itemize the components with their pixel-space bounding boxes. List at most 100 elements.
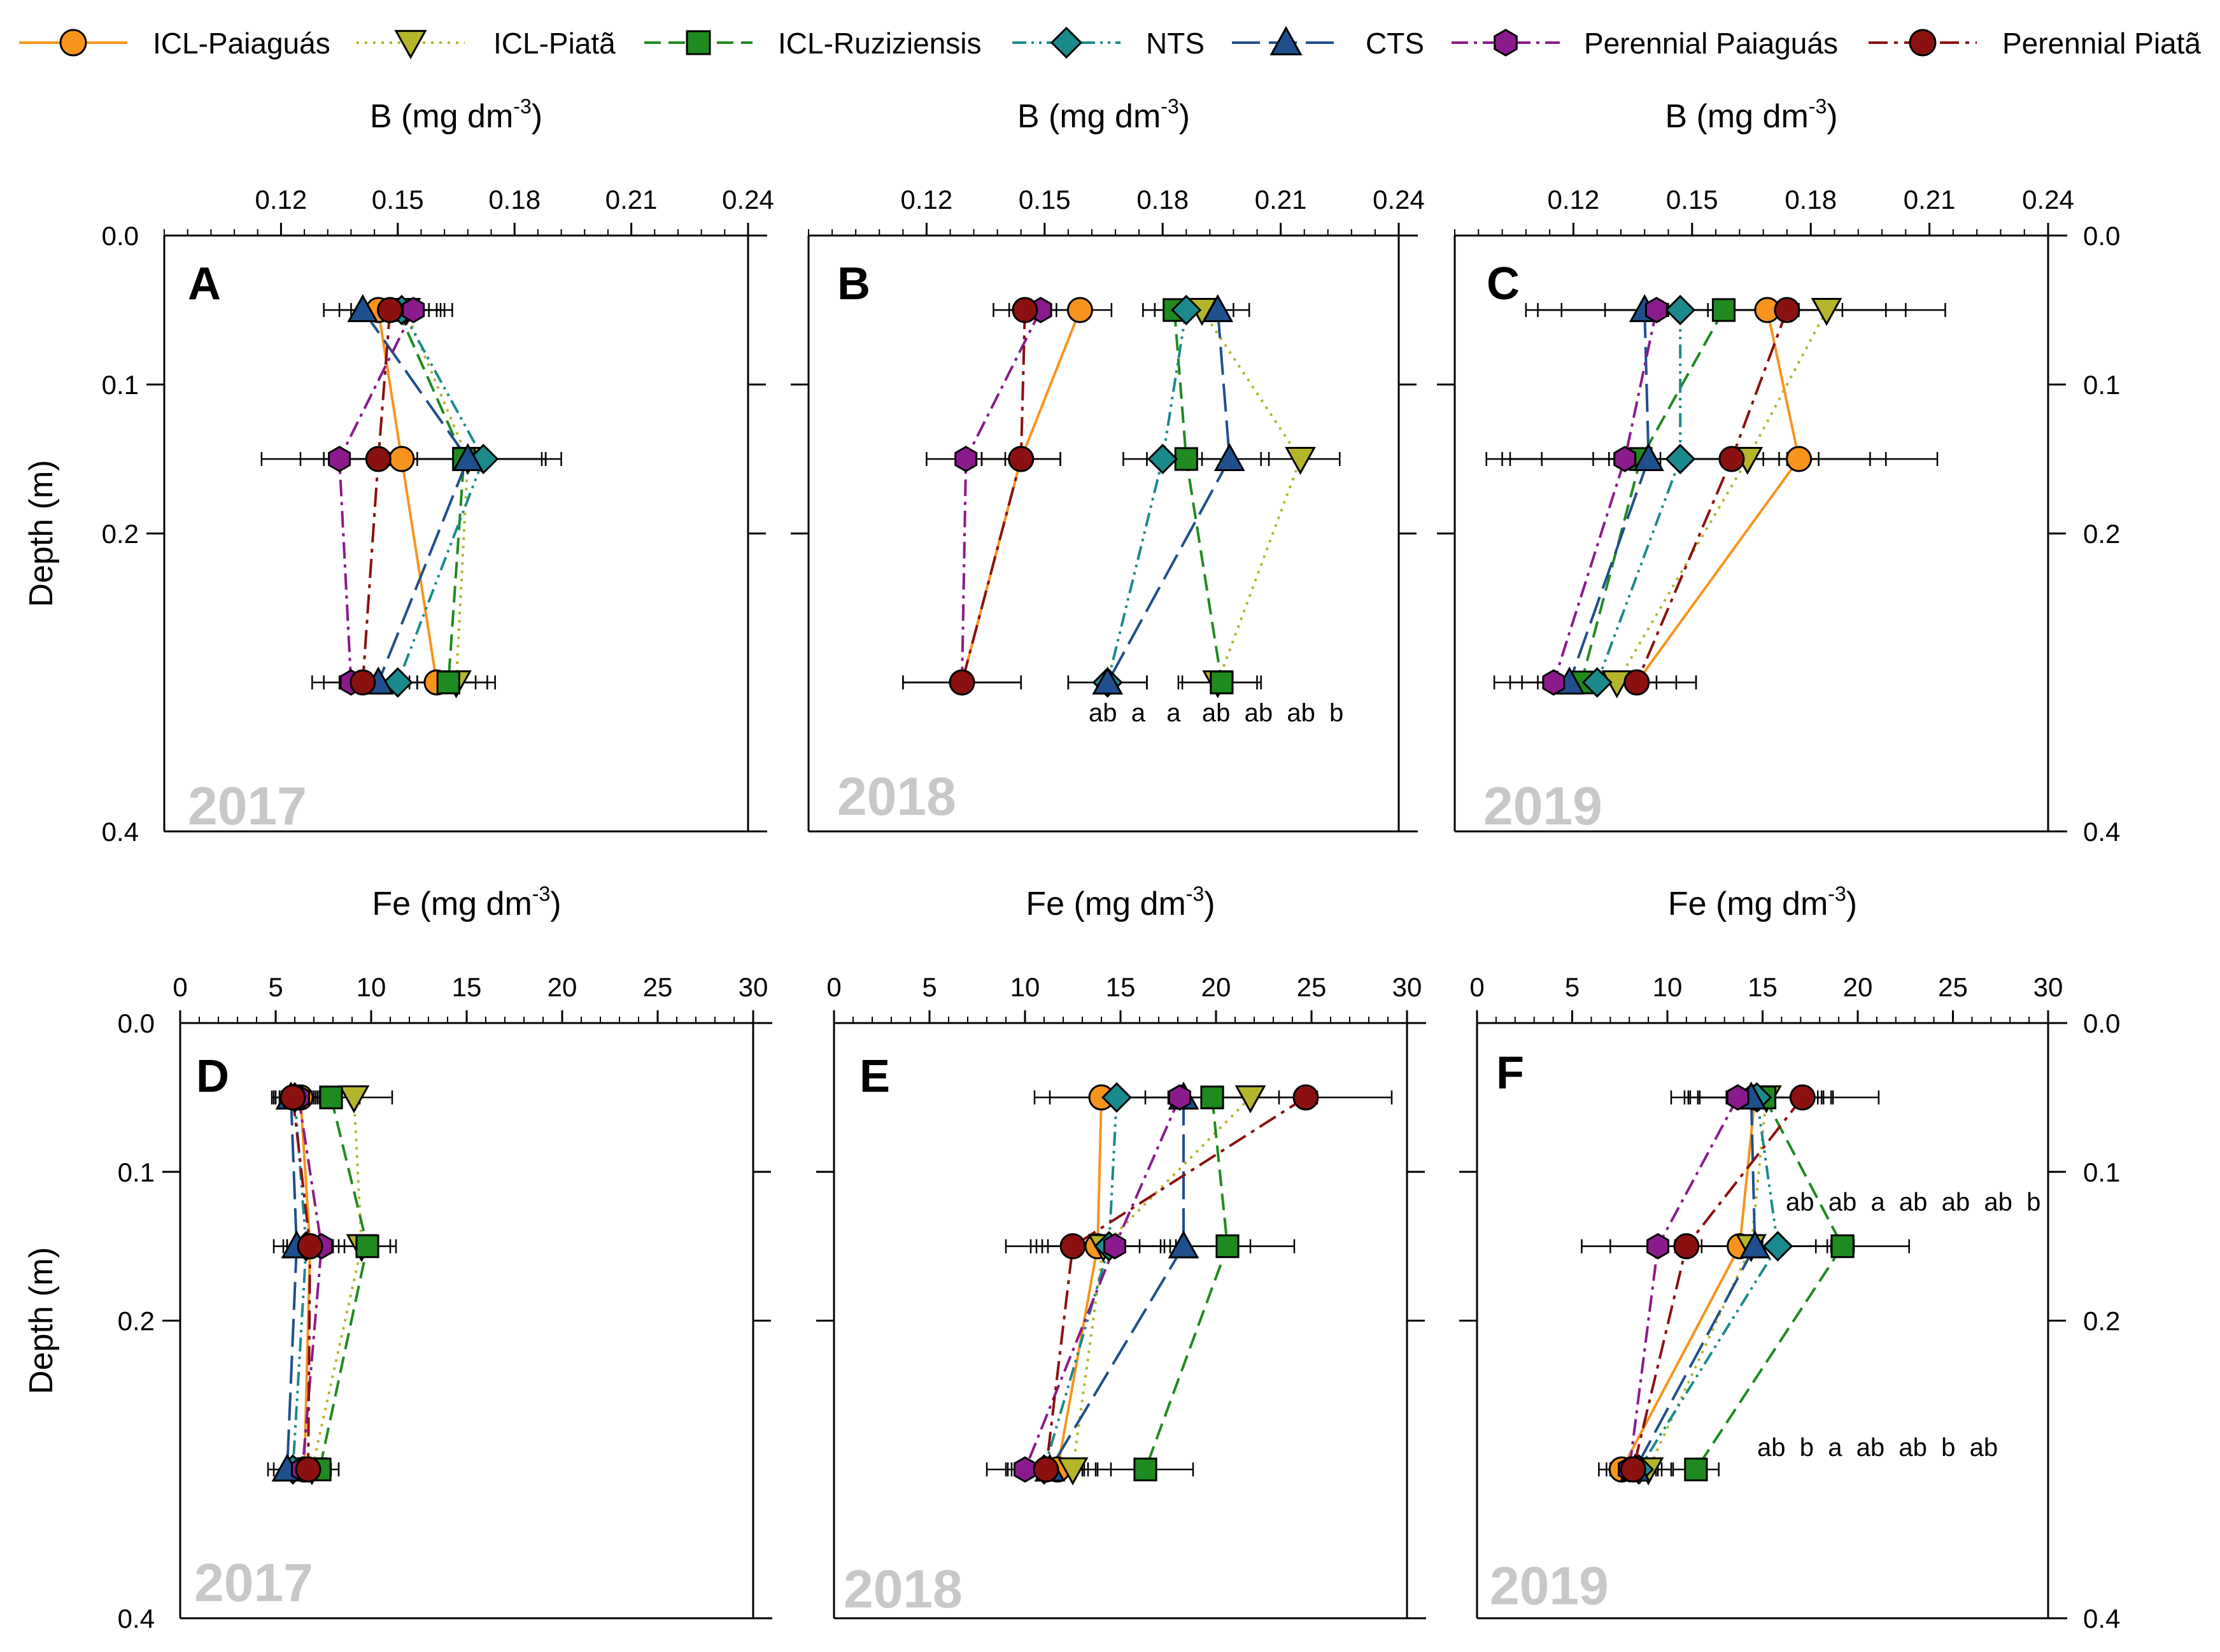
legend-label: NTS: [1146, 27, 1205, 60]
legend-item-4: NTS: [1012, 26, 1205, 60]
series-line-5: [1634, 1097, 1757, 1471]
panels: 0.12 0.15 0.18 0.21 0.24B (mg dm-3)0.00.10.2…: [23, 95, 2120, 1634]
data-point-s7-d2: [297, 1233, 323, 1260]
data-point-s4-d1: [1171, 295, 1202, 325]
legend-label: ICL-Paiaguás: [153, 27, 330, 60]
data-point-s2-d1: [338, 1085, 370, 1113]
x-tick-label: 0.21: [1904, 185, 1956, 215]
legend-label: Perennial Paiaguás: [1584, 27, 1838, 60]
x-tick-label: 5: [268, 972, 283, 1002]
data-point-s6-d1: [1168, 1084, 1191, 1111]
data-point-s7-d3: [1033, 1456, 1059, 1483]
x-tick-label: 0: [173, 972, 187, 1002]
series-line-5: [362, 309, 470, 683]
x-tick-label: 15: [1106, 972, 1136, 1002]
x-tick-label: 30: [2033, 972, 2063, 1002]
x-tick-label: 0.15: [1666, 185, 1718, 215]
legend-label: ICL-Ruziziensis: [778, 27, 982, 60]
data-point-s5-d2: [1168, 1230, 1199, 1259]
data-point-s2-d3: [1057, 1457, 1089, 1486]
legend-item-3: ICL-Ruziziensis: [644, 27, 982, 60]
data-point-s7-d1: [1789, 1084, 1816, 1111]
y-tick-label: 0.4: [2083, 1604, 2120, 1634]
x-tick-label: 25: [643, 972, 673, 1002]
series-line-3: [1173, 309, 1223, 683]
x-tick-label: 0.24: [722, 185, 774, 215]
data-point-s6-d2: [1103, 1232, 1126, 1260]
y-tick-label: 0.4: [118, 1604, 155, 1634]
legend: ICL-Paiaguás ICL-Piatã ICL-Ruziziensis NTS C…: [19, 25, 2201, 60]
x-tick-label: 0.18: [1785, 185, 1837, 215]
year-label: 2019: [1490, 1556, 1609, 1616]
series-line-3: [1695, 1096, 1844, 1471]
data-point-s1-d2: [1786, 446, 1813, 472]
y-tick-label: 0.1: [102, 370, 139, 400]
x-axis-title: Fe (mg dm-3): [372, 882, 561, 922]
data-point-s7-d2: [1059, 1233, 1086, 1260]
x-tick-label: 0.12: [255, 185, 308, 215]
panel-letter: C: [1487, 258, 1520, 309]
data-point-s3-d1: [1711, 298, 1736, 322]
legend-marker: [1909, 29, 1937, 57]
legend-marker: [1494, 29, 1518, 57]
series-line-3: [396, 309, 465, 683]
series-line-6: [1024, 1097, 1181, 1471]
x-tick-label: 20: [1201, 972, 1231, 1002]
legend-label: CTS: [1366, 27, 1424, 60]
series-line-7: [1045, 1096, 1307, 1470]
x-axis-title: B (mg dm-3): [1017, 95, 1190, 135]
series-line-2: [404, 309, 469, 683]
x-tick-label: 0.24: [1373, 185, 1425, 215]
data-point-s3-d3: [1684, 1457, 1708, 1481]
data-point-s3-d3: [436, 670, 460, 695]
data-point-s6-d1: [1726, 1084, 1750, 1111]
x-tick-label: 20: [548, 972, 577, 1002]
legend-label: ICL-Piatã: [493, 27, 616, 60]
data-point-s3-d2: [355, 1234, 379, 1259]
data-point-s5-d2: [452, 443, 484, 471]
data-point-s7-d3: [1623, 669, 1650, 696]
legend-marker: [394, 30, 427, 60]
year-label: 2018: [837, 766, 956, 826]
data-point-s4-d3: [1581, 667, 1613, 698]
data-point-s1-d2: [388, 446, 415, 472]
significance-label: ab ab a ab ab ab b: [1786, 1189, 2040, 1217]
data-point-s2-d1: [1811, 298, 1842, 326]
series-line-4: [1043, 1097, 1118, 1470]
series-line-6: [1552, 309, 1658, 683]
data-point-s4-d2: [1665, 444, 1696, 474]
series-line-6: [961, 309, 1042, 683]
data-point-s4-d3: [382, 667, 413, 698]
panel-letter: D: [196, 1051, 229, 1102]
series-line-4: [396, 309, 485, 683]
x-tick-label: 0: [1469, 972, 1484, 1002]
year-label: 2017: [188, 776, 307, 836]
data-point-s7-d1: [1012, 297, 1038, 323]
data-point-s7-d2: [1008, 446, 1035, 472]
x-tick-label: 0: [826, 972, 841, 1002]
significance-label: ab b a ab ab b ab: [1757, 1434, 1998, 1462]
data-point-s5-d2: [1213, 443, 1245, 471]
data-point-s5-d2: [1739, 1230, 1771, 1259]
data-point-s5-d1: [347, 294, 379, 322]
panel-C: 0.12 0.15 0.18 0.21 0.24 B (mg dm-3) 0.0 0.1 0.2…: [1437, 95, 2120, 847]
x-axis-title: Fe (mg dm-3): [1026, 882, 1215, 922]
data-point-s4-d2: [1762, 1231, 1793, 1262]
panel-B: 0.12 0.15 0.18 0.21 0.24 B (mg dm-3) B 2018 ab a…: [791, 95, 1425, 833]
x-tick-label: 25: [1938, 972, 1968, 1002]
data-point-s6-d2: [954, 446, 978, 472]
x-tick-label: 0.15: [372, 185, 424, 215]
y-tick-label: 0.1: [118, 1157, 155, 1187]
data-point-s2-d2: [1285, 447, 1316, 475]
data-point-s4-d1: [1101, 1082, 1132, 1113]
data-point-s7-d3: [1620, 1456, 1646, 1483]
data-point-s7-d1: [1292, 1084, 1319, 1111]
data-point-s6-d1: [402, 297, 425, 323]
data-point-s7-d3: [350, 669, 376, 696]
data-point-s6-d2: [1613, 446, 1637, 472]
data-point-s3-d2: [1174, 447, 1198, 471]
x-axis-title: B (mg dm-3): [370, 95, 542, 135]
series-line-3: [1144, 1097, 1229, 1470]
y-tick-label: 0.0: [2083, 221, 2120, 251]
